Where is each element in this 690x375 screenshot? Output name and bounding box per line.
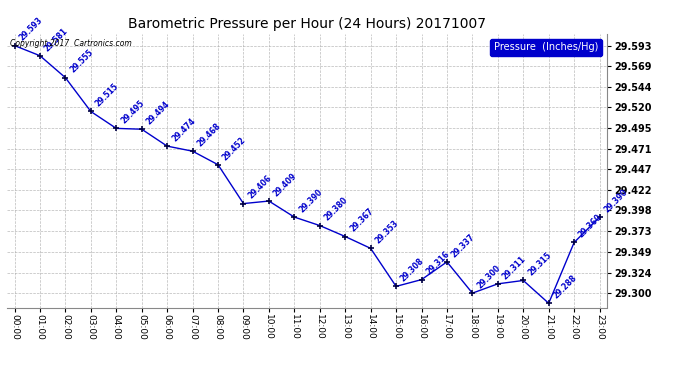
- Title: Barometric Pressure per Hour (24 Hours) 20171007: Barometric Pressure per Hour (24 Hours) …: [128, 17, 486, 31]
- Text: 29.308: 29.308: [399, 256, 426, 284]
- Text: 29.311: 29.311: [501, 254, 528, 281]
- Text: 29.360: 29.360: [577, 213, 604, 240]
- Text: 29.300: 29.300: [475, 263, 502, 290]
- Text: 29.316: 29.316: [424, 250, 451, 277]
- Text: 29.380: 29.380: [322, 196, 350, 223]
- Legend: Pressure  (Inches/Hg): Pressure (Inches/Hg): [490, 39, 602, 56]
- Text: 29.581: 29.581: [43, 26, 70, 53]
- Text: 29.555: 29.555: [68, 48, 95, 75]
- Text: 29.452: 29.452: [221, 135, 248, 162]
- Text: 29.315: 29.315: [526, 251, 553, 278]
- Text: 29.494: 29.494: [144, 99, 171, 126]
- Text: 29.515: 29.515: [94, 82, 120, 109]
- Text: 29.390: 29.390: [297, 188, 324, 214]
- Text: 29.474: 29.474: [170, 116, 197, 143]
- Text: 29.593: 29.593: [17, 16, 44, 43]
- Text: 29.337: 29.337: [450, 232, 477, 259]
- Text: 29.406: 29.406: [246, 174, 273, 201]
- Text: 29.495: 29.495: [119, 99, 146, 126]
- Text: 29.288: 29.288: [551, 273, 579, 300]
- Text: Copyright 2017  Cartronics.com: Copyright 2017 Cartronics.com: [10, 39, 132, 48]
- Text: 29.353: 29.353: [373, 219, 400, 246]
- Text: 29.468: 29.468: [195, 122, 222, 148]
- Text: 29.367: 29.367: [348, 207, 375, 234]
- Text: 29.409: 29.409: [272, 171, 299, 198]
- Text: 29.390: 29.390: [602, 188, 629, 214]
